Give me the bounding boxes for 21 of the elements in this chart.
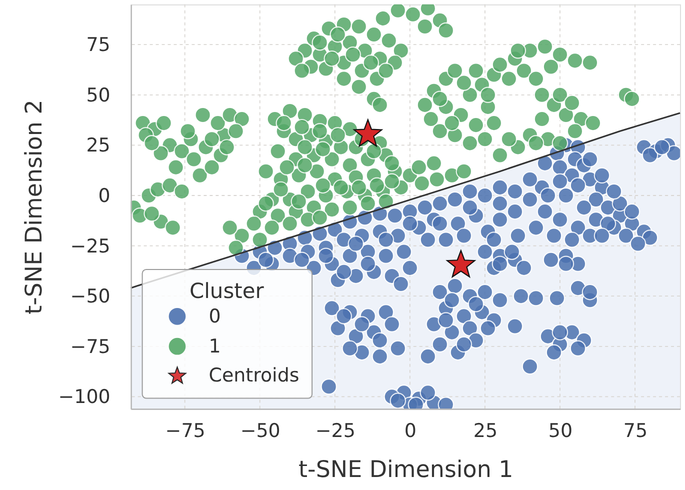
x-tick-label: −75 bbox=[165, 420, 206, 442]
y-tick-label: 75 bbox=[86, 34, 110, 56]
y-tick-label: −75 bbox=[70, 336, 110, 358]
x-tick-label: −25 bbox=[315, 420, 356, 442]
y-tick-label: 25 bbox=[86, 134, 110, 157]
x-axis-title: t-SNE Dimension 1 bbox=[298, 457, 514, 484]
x-tick-label: 50 bbox=[548, 420, 573, 442]
legend-label: Centroids bbox=[208, 364, 300, 386]
x-tick-label: 75 bbox=[623, 420, 648, 442]
y-axis-title: t-SNE Dimension 2 bbox=[21, 100, 48, 314]
x-tick-label: 25 bbox=[473, 420, 498, 442]
y-tick-label: 50 bbox=[86, 84, 110, 106]
x-tick-label: 0 bbox=[404, 420, 416, 442]
legend-label: 1 bbox=[208, 335, 221, 358]
y-tick-label: −100 bbox=[58, 386, 110, 408]
x-tick-label: −50 bbox=[240, 420, 280, 442]
legend-label: 0 bbox=[208, 305, 221, 328]
legend-title: Cluster bbox=[189, 278, 264, 303]
y-tick-label: −25 bbox=[70, 235, 110, 258]
y-tick-label: 0 bbox=[98, 184, 110, 207]
y-tick-label: −50 bbox=[70, 286, 110, 308]
